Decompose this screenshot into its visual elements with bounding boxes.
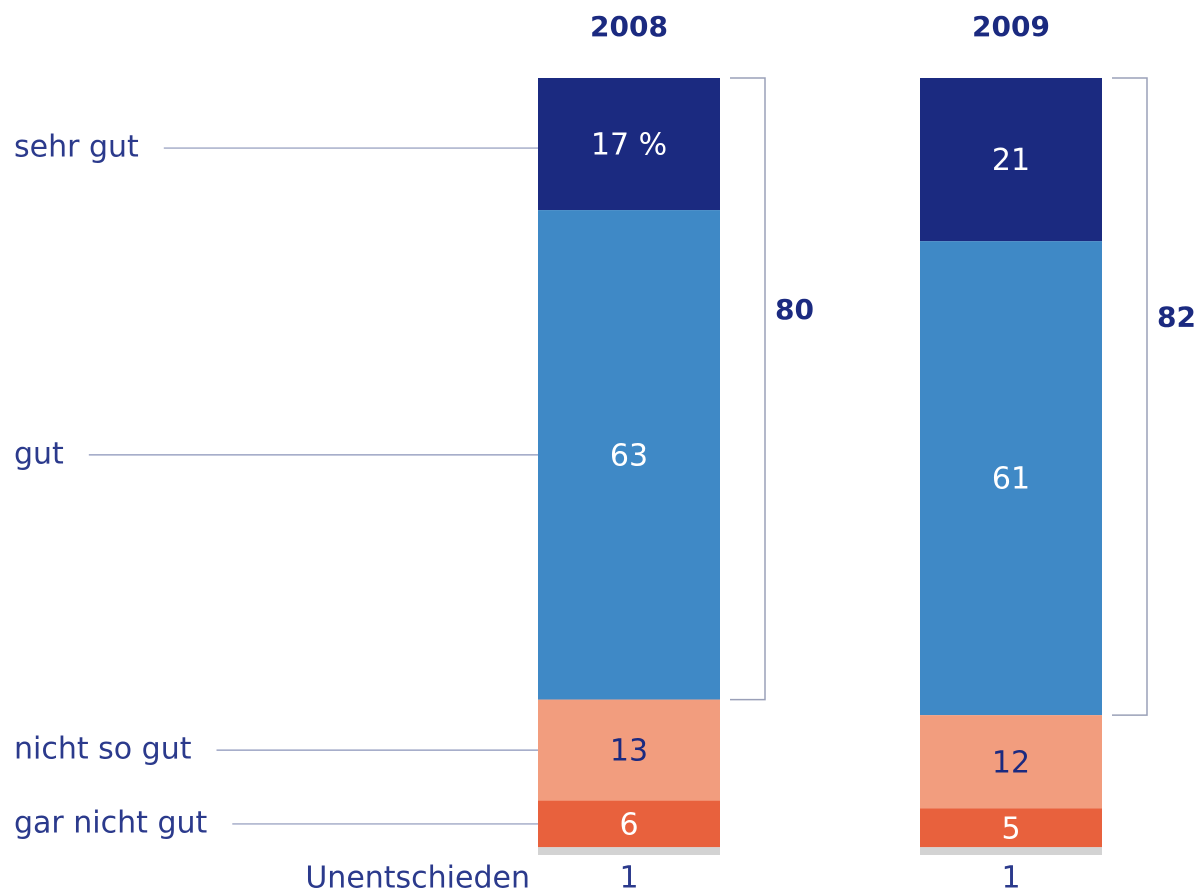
bar-segment: [538, 699, 720, 801]
series-label: gut: [14, 436, 64, 471]
bar-segment: [920, 847, 1102, 855]
bar-segment: [538, 800, 720, 848]
bar-segment: [920, 78, 1102, 242]
value-label: 1: [619, 861, 638, 895]
value-label: 12: [992, 745, 1030, 780]
value-label: 61: [992, 462, 1030, 497]
value-label: 13: [610, 734, 648, 769]
bar-segment: [920, 241, 1102, 716]
series-label: nicht so gut: [14, 732, 192, 767]
bar-segment: [538, 78, 720, 211]
bracket-total: 82: [1157, 301, 1196, 334]
year-label: 2008: [590, 10, 668, 43]
bar-segment: [538, 210, 720, 700]
bar-segment: [538, 847, 720, 855]
bracket: [1112, 77, 1148, 716]
bar-segment: [920, 715, 1102, 809]
value-label: 6: [619, 807, 638, 842]
value-label: 5: [1001, 811, 1020, 846]
bar-segment: [920, 808, 1102, 848]
year-label: 2009: [972, 10, 1050, 43]
value-label: 21: [992, 143, 1030, 178]
bracket: [730, 77, 766, 701]
value-label: 1: [1001, 861, 1020, 895]
series-label: Unentschieden: [305, 861, 530, 895]
value-label: 17 %: [591, 128, 667, 163]
series-label: gar nicht gut: [14, 805, 208, 840]
series-label: sehr gut: [14, 130, 139, 165]
value-label: 63: [610, 438, 648, 473]
bracket-total: 80: [775, 293, 814, 326]
